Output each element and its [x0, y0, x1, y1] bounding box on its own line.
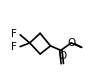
Text: O: O: [67, 38, 75, 48]
Text: O: O: [58, 51, 66, 61]
Text: F: F: [11, 42, 16, 52]
Text: F: F: [11, 29, 16, 39]
